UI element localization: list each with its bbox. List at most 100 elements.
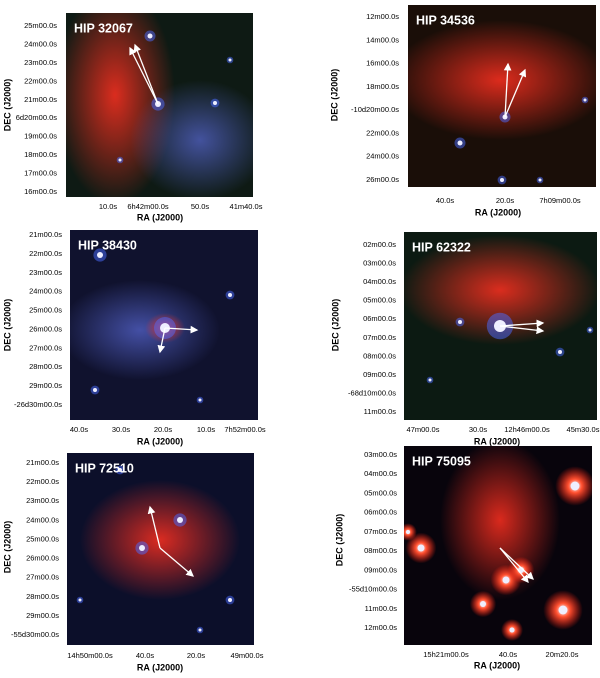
y-tick-label: -26d30m00.0s: [14, 400, 62, 409]
x-tick-label: 40.0s: [499, 650, 518, 659]
star: [538, 178, 542, 182]
y-tick-label: 23m00.0s: [29, 268, 62, 277]
panel-title: HIP 38430: [78, 238, 137, 252]
glow: [408, 20, 596, 140]
y-tick-label: 26m00.0s: [26, 554, 59, 563]
star: [118, 158, 122, 162]
x-tick-label: 7h52m00.0s: [224, 425, 266, 434]
star: [570, 481, 580, 491]
star: [228, 598, 232, 602]
y-tick-label: 02m00.0s: [363, 240, 396, 249]
x-tick-label: 20.0s: [187, 651, 206, 660]
motion-arrow: [129, 46, 159, 105]
y-tick-label: 26m00.0s: [29, 324, 62, 333]
y-tick-label: 03m00.0s: [363, 259, 396, 268]
x-tick-label: 40.0s: [70, 425, 89, 434]
y-tick-label: 09m00.0s: [363, 370, 396, 379]
star: [118, 468, 122, 472]
y-axis-label: DEC (J2000): [2, 79, 12, 132]
y-tick-label: 16m00.0s: [24, 187, 57, 196]
motion-arrow: [164, 325, 199, 334]
y-tick-label: 18m00.0s: [366, 82, 399, 91]
y-axis-label: DEC (J2000): [329, 69, 339, 122]
star: [93, 388, 97, 392]
y-tick-label: 04m00.0s: [364, 469, 397, 478]
x-tick-label: 40.0s: [136, 651, 155, 660]
panel: HIP 32067 25m00.0s 24m00.0s 23m00.0s 22m00.0…: [2, 13, 263, 222]
y-tick-label: 04m00.0s: [363, 277, 396, 286]
star: [139, 545, 145, 551]
panel-title: HIP 62322: [412, 240, 471, 254]
y-tick-label: 12m00.0s: [366, 12, 399, 21]
x-tick-label: 41m40.0s: [230, 202, 263, 211]
x-tick-label: 12h46m00.0s: [504, 425, 550, 434]
y-tick-label: 03m00.0s: [364, 450, 397, 459]
star: [457, 140, 463, 146]
glow: [404, 235, 597, 345]
x-tick-label: 47m00.0s: [407, 425, 440, 434]
y-axis-label: DEC (J2000): [2, 521, 12, 574]
sky-image: [404, 446, 592, 641]
star: [213, 101, 217, 105]
sky-image: [404, 235, 597, 384]
y-tick-label: 21m00.0s: [24, 95, 57, 104]
star-halo: [404, 523, 417, 541]
x-axis-label: RA (J2000): [474, 436, 520, 446]
panel: HIP 34536 12m00.0s 14m00.0s 16m00.0s 18m00.0…: [329, 5, 596, 217]
star: [177, 517, 183, 523]
x-tick-label: 7h09m00.0s: [539, 196, 581, 205]
panel: HIP 75095 03m00.0s 04m00.0s 05m00.0s 06m00.0…: [334, 446, 592, 670]
motion-arrow: [157, 327, 166, 354]
y-tick-label: 06m00.0s: [363, 314, 396, 323]
panel: HIP 72510 21m00.0s 22m00.0s 23m00.0s 24m00.0…: [2, 453, 264, 672]
star: [97, 252, 103, 258]
y-tick-label: 05m00.0s: [364, 488, 397, 497]
star: [198, 398, 202, 402]
x-tick-label: 30.0s: [112, 425, 131, 434]
x-tick-label: 14h50m00.0s: [67, 651, 113, 660]
y-tick-label: 22m00.0s: [24, 76, 57, 85]
star: [583, 98, 587, 102]
panel: HIP 62322 02m00.0s 03m00.0s 04m00.0s 05m00.0…: [330, 232, 600, 446]
y-tick-label: 16m00.0s: [366, 59, 399, 68]
y-tick-label: 29m00.0s: [29, 381, 62, 390]
y-tick-label: 08m00.0s: [363, 351, 396, 360]
y-tick-label: 26m00.0s: [366, 175, 399, 184]
sky-image: [76, 465, 240, 634]
y-tick-label: 07m00.0s: [363, 333, 396, 342]
panel-title: HIP 72510: [75, 461, 134, 475]
panel-title: HIP 32067: [74, 21, 133, 35]
y-axis-label: DEC (J2000): [330, 299, 340, 352]
x-tick-label: 50.0s: [191, 202, 210, 211]
y-tick-label: 19m00.0s: [24, 132, 57, 141]
x-tick-label: 45m30.0s: [567, 425, 600, 434]
y-tick-label: 06m00.0s: [364, 508, 397, 517]
star: [406, 530, 410, 534]
y-tick-label: 27m00.0s: [26, 573, 59, 582]
x-tick-label: 10.0s: [99, 202, 118, 211]
sky-image: [70, 248, 235, 404]
x-tick-label: 30.0s: [469, 425, 488, 434]
x-axis-label: RA (J2000): [137, 436, 183, 446]
glow: [70, 280, 220, 380]
y-tick-label: 24m00.0s: [29, 287, 62, 296]
motion-arrow: [504, 68, 527, 118]
x-tick-label: 20m20.0s: [546, 650, 579, 659]
y-tick-label: 07m00.0s: [364, 527, 397, 536]
y-tick-label: -10d20m00.0s: [351, 105, 399, 114]
y-tick-label: 23m00.0s: [26, 496, 59, 505]
star: [458, 320, 462, 324]
y-tick-label: 25m00.0s: [24, 21, 57, 30]
star: [500, 178, 504, 182]
motion-arrow: [159, 547, 194, 577]
x-tick-label: 49m00.0s: [231, 651, 264, 660]
sky-image: [408, 20, 596, 185]
y-tick-label: 21m00.0s: [26, 458, 59, 467]
star: [228, 293, 232, 297]
y-tick-label: 24m00.0s: [26, 515, 59, 524]
panel: HIP 38430 21m00.0s 22m00.0s 23m00.0s 24m00.0…: [2, 230, 266, 446]
x-axis-label: RA (J2000): [474, 660, 520, 670]
y-tick-label: 11m00.0s: [364, 407, 397, 416]
star: [588, 328, 592, 332]
